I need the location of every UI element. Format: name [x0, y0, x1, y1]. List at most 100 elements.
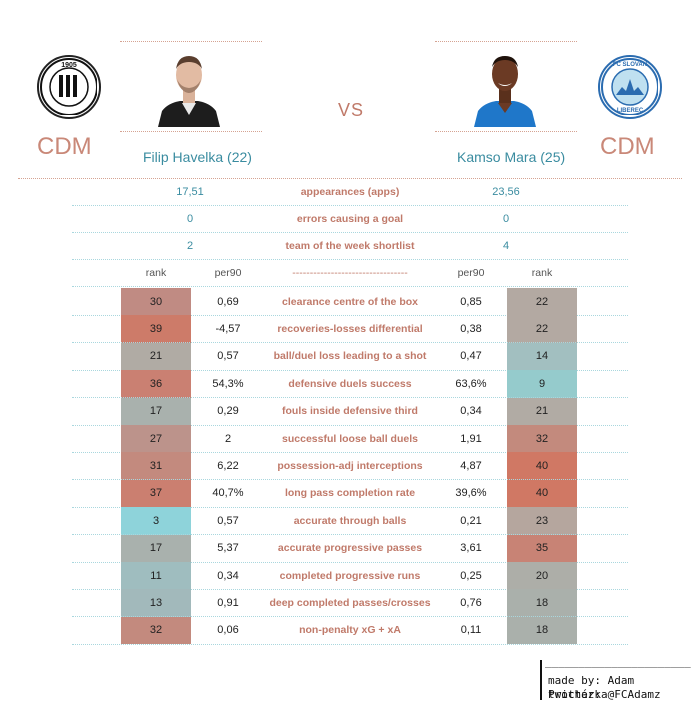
left-rank-cell: 37: [121, 479, 191, 508]
metric-label: deep completed passes/crosses: [269, 597, 431, 610]
left-rank-cell: 32: [121, 616, 191, 645]
left-rank-cell: 27: [121, 425, 191, 453]
left-rank-cell: 31: [121, 452, 191, 480]
row-divider: [72, 314, 628, 316]
right-per90-value: 0,21: [460, 514, 482, 527]
left-rank-cell: 3: [121, 507, 191, 535]
header-per90-left: per90: [214, 267, 242, 279]
right-rank-cell: 23: [507, 507, 577, 535]
left-player-name: Filip Havelka (22): [143, 149, 252, 165]
right-rank-cell: 35: [507, 534, 577, 562]
summary-label: appearances (apps): [300, 186, 400, 198]
right-per90-value: 0,34: [460, 405, 482, 418]
summary-label: errors causing a goal: [296, 213, 404, 225]
right-photo-top-line: [435, 41, 577, 42]
left-per90-value: 0,91: [217, 597, 239, 610]
row-divider: [72, 342, 628, 344]
right-rank-cell: 21: [507, 397, 577, 425]
right-rank-cell: 20: [507, 562, 577, 590]
left-per90-value: 0,69: [217, 295, 239, 308]
row-divider: [72, 616, 628, 618]
row-divider: [72, 561, 628, 563]
right-rank-cell: 22: [507, 288, 577, 316]
left-rank-cell: 21: [121, 342, 191, 371]
metric-label: recoveries-losses differential: [277, 323, 423, 336]
credits-rule: ______________________: [545, 655, 691, 668]
svg-text:1905: 1905: [61, 62, 77, 69]
svg-text:LIBEREC: LIBEREC: [617, 108, 644, 114]
row-divider: [72, 205, 628, 206]
summary-label: team of the week shortlist: [285, 240, 415, 252]
left-photo-top-line: [120, 41, 262, 42]
left-per90-value: 5,37: [217, 542, 239, 555]
row-divider: [72, 259, 628, 260]
summary-left-value: 17,51: [176, 186, 204, 198]
left-per90-value: 2: [224, 432, 232, 445]
credits-made-by: made by: Adam Procházka: [548, 674, 635, 701]
left-per90-value: 0,06: [217, 624, 239, 637]
fc-slovan-liberec-crest-icon: FC SLOVAN LIBEREC: [598, 55, 662, 119]
left-rank-cell: 17: [121, 534, 191, 562]
right-rank-cell: 40: [507, 479, 577, 508]
right-rank-cell: 9: [507, 370, 577, 398]
left-per90-value: 0,57: [217, 514, 239, 527]
credits-twitter: twitter: @FCAdamz: [548, 688, 661, 701]
right-rank-cell: 14: [507, 342, 577, 371]
metric-label: ball/duel loss leading to a shot: [273, 350, 427, 363]
left-per90-value: 6,22: [217, 460, 239, 473]
row-divider: [72, 369, 628, 371]
right-per90-value: 63,6%: [455, 377, 487, 390]
summary-left-value: 0: [186, 213, 194, 225]
right-per90-value: 39,6%: [455, 487, 487, 500]
right-rank-cell: 32: [507, 425, 577, 453]
right-per90-value: 0,11: [460, 624, 482, 637]
left-rank-cell: 30: [121, 288, 191, 316]
row-divider: [72, 451, 628, 453]
right-per90-value: 4,87: [460, 460, 482, 473]
left-rank-cell: 13: [121, 589, 191, 617]
left-per90-value: 0,34: [217, 569, 239, 582]
right-per90-value: 1,91: [460, 432, 482, 445]
metric-label: successful loose ball duels: [282, 432, 418, 445]
header-separator: [18, 178, 682, 179]
left-photo-bottom-line: [120, 131, 262, 132]
right-rank-cell: 18: [507, 616, 577, 645]
left-rank-cell: 39: [121, 315, 191, 343]
header-rank-right: rank: [531, 267, 553, 279]
right-rank-cell: 22: [507, 315, 577, 343]
metric-label: fouls inside defensive third: [282, 405, 418, 418]
dynamo-ceske-budejovice-crest-icon: 1905: [37, 55, 101, 119]
row-divider: [72, 479, 628, 481]
svg-text:FC SLOVAN: FC SLOVAN: [613, 62, 647, 68]
row-divider: [72, 643, 628, 645]
row-divider: [72, 534, 628, 536]
metric-label: accurate progressive passes: [277, 542, 423, 555]
metric-label: long pass completion rate: [284, 487, 416, 500]
row-divider: [72, 588, 628, 590]
left-per90-value: 40,7%: [212, 487, 244, 500]
metric-label: accurate through balls: [293, 514, 407, 527]
right-player-name: Kamso Mara (25): [457, 149, 566, 165]
right-per90-value: 0,25: [460, 569, 482, 582]
left-rank-cell: 17: [121, 397, 191, 425]
left-rank-cell: 36: [121, 370, 191, 398]
right-per90-value: 0,38: [460, 323, 482, 336]
header-rank-left: rank: [145, 267, 167, 279]
row-divider: [72, 506, 628, 508]
left-rank-cell: 11: [121, 562, 191, 590]
header-divider: ---------------------------------: [292, 267, 408, 279]
row-divider: [72, 397, 628, 399]
left-per90-value: 0,57: [217, 350, 239, 363]
row-divider: [72, 232, 628, 233]
right-per90-value: 0,76: [460, 597, 482, 610]
right-photo-bottom-line: [435, 131, 577, 132]
left-per90-value: 0,29: [217, 405, 239, 418]
metric-label: defensive duels success: [288, 377, 412, 390]
right-position-label: CDM: [600, 133, 655, 160]
metric-label: clearance centre of the box: [282, 295, 418, 308]
right-per90-value: 0,47: [460, 350, 482, 363]
summary-right-value: 0: [502, 213, 510, 225]
header-per90-right: per90: [457, 267, 485, 279]
right-per90-value: 0,85: [460, 295, 482, 308]
summary-right-value: 23,56: [492, 186, 520, 198]
